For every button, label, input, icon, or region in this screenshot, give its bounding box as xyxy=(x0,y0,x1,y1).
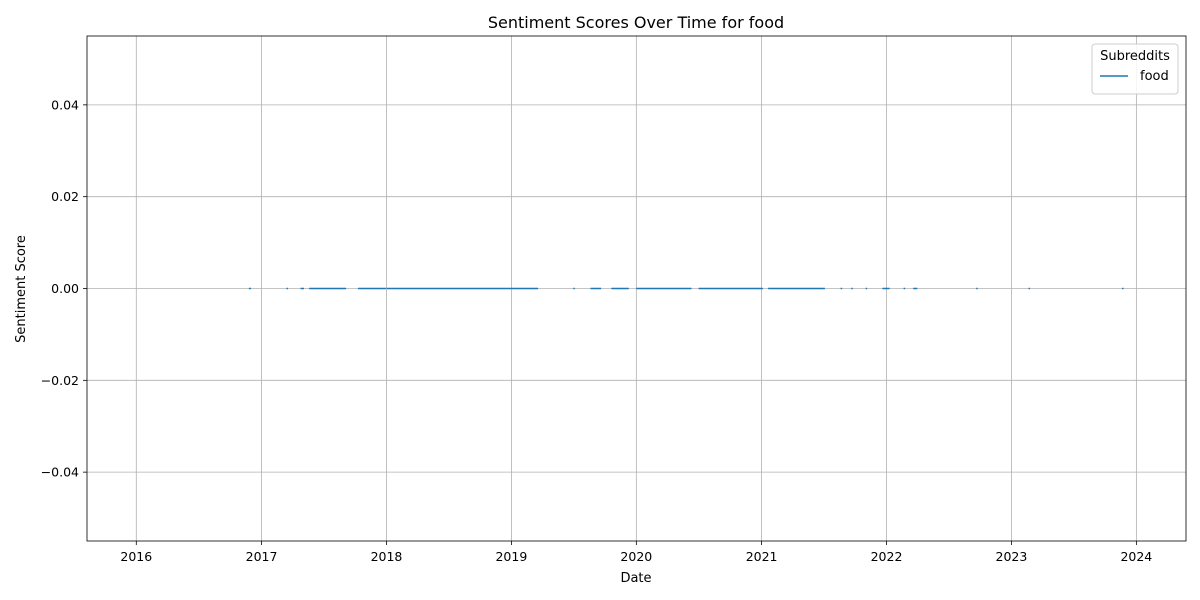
plot-area: 2016 2017 2018 2019 2020 2021 2022 2023 2024 0.04… xyxy=(41,35,1187,564)
legend: Subreddits food xyxy=(1091,43,1179,95)
x-tick-label: 2020 xyxy=(620,549,652,564)
x-tick-label: 2024 xyxy=(1120,549,1152,564)
y-tick-label: 0.00 xyxy=(51,281,79,296)
legend-title: Subreddits xyxy=(1100,49,1170,64)
y-tick-label: 0.02 xyxy=(51,189,79,204)
y-axis-label: Sentiment Score xyxy=(14,235,29,343)
x-tick-label: 2017 xyxy=(246,549,278,564)
x-tick-label: 2019 xyxy=(495,549,527,564)
y-tick-label: −0.02 xyxy=(41,373,79,388)
y-tick-label: 0.04 xyxy=(51,97,79,112)
x-tick-label: 2023 xyxy=(996,549,1028,564)
chart-title: Sentiment Scores Over Time for food xyxy=(488,13,784,32)
x-axis-label: Date xyxy=(620,571,651,586)
legend-box xyxy=(1091,43,1179,95)
x-tick-label: 2022 xyxy=(871,549,903,564)
x-tick-label: 2021 xyxy=(746,549,778,564)
x-tick-label: 2018 xyxy=(371,549,403,564)
x-tick-label: 2016 xyxy=(120,549,152,564)
legend-label: food xyxy=(1140,69,1169,84)
y-tick-label: −0.04 xyxy=(41,465,79,480)
